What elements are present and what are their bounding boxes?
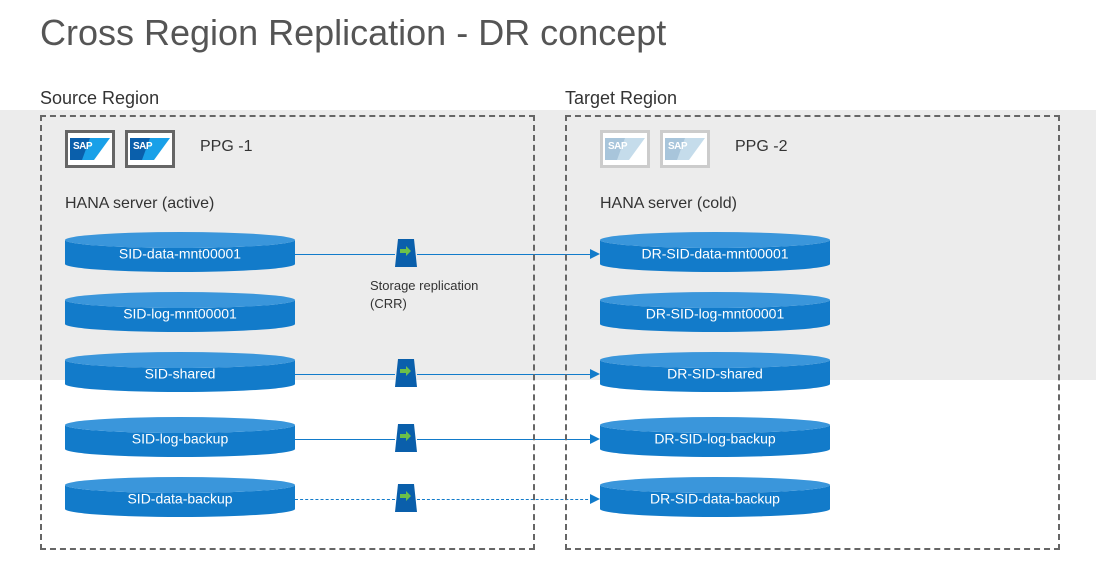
- sap-logo-target-2: SAP: [660, 130, 710, 168]
- replication-icon-0: [395, 239, 417, 265]
- source-volume-1: SID-log-mnt00001: [65, 295, 295, 329]
- target-volume-1: DR-SID-log-mnt00001: [600, 295, 830, 329]
- source-volume-2: SID-shared: [65, 355, 295, 389]
- sap-logo-source-1: SAP: [65, 130, 115, 168]
- source-volume-0-label: SID-data-mnt00001: [65, 246, 295, 262]
- repl-arrowhead-0: [590, 249, 600, 259]
- source-volume-3: SID-log-backup: [65, 420, 295, 454]
- source-ppg-label: PPG -1: [200, 138, 252, 156]
- target-volume-4: DR-SID-data-backup: [600, 480, 830, 514]
- sap-logo-source-2: SAP: [125, 130, 175, 168]
- repl-arrowhead-4: [590, 494, 600, 504]
- target-volume-1-label: DR-SID-log-mnt00001: [600, 306, 830, 322]
- source-volume-4-label: SID-data-backup: [65, 491, 295, 507]
- source-volume-3-label: SID-log-backup: [65, 431, 295, 447]
- target-volume-3-label: DR-SID-log-backup: [600, 431, 830, 447]
- target-server-label: HANA server (cold): [600, 195, 737, 213]
- page-title: Cross Region Replication - DR concept: [40, 12, 666, 54]
- sap-logo-target-1: SAP: [600, 130, 650, 168]
- target-volume-4-label: DR-SID-data-backup: [600, 491, 830, 507]
- target-region-label: Target Region: [565, 88, 677, 109]
- source-volume-1-label: SID-log-mnt00001: [65, 306, 295, 322]
- target-volume-0: DR-SID-data-mnt00001: [600, 235, 830, 269]
- target-volume-3: DR-SID-log-backup: [600, 420, 830, 454]
- target-volume-2: DR-SID-shared: [600, 355, 830, 389]
- source-volume-2-label: SID-shared: [65, 366, 295, 382]
- replication-icon-4: [395, 484, 417, 510]
- replication-icon-2: [395, 359, 417, 385]
- target-ppg-label: PPG -2: [735, 138, 787, 156]
- replication-label-1: Storage replication: [370, 278, 478, 293]
- source-region-label: Source Region: [40, 88, 159, 109]
- repl-arrowhead-3: [590, 434, 600, 444]
- repl-arrowhead-2: [590, 369, 600, 379]
- source-server-label: HANA server (active): [65, 195, 214, 213]
- replication-icon-3: [395, 424, 417, 450]
- replication-label-2: (CRR): [370, 296, 407, 311]
- source-volume-4: SID-data-backup: [65, 480, 295, 514]
- target-volume-0-label: DR-SID-data-mnt00001: [600, 246, 830, 262]
- source-volume-0: SID-data-mnt00001: [65, 235, 295, 269]
- target-volume-2-label: DR-SID-shared: [600, 366, 830, 382]
